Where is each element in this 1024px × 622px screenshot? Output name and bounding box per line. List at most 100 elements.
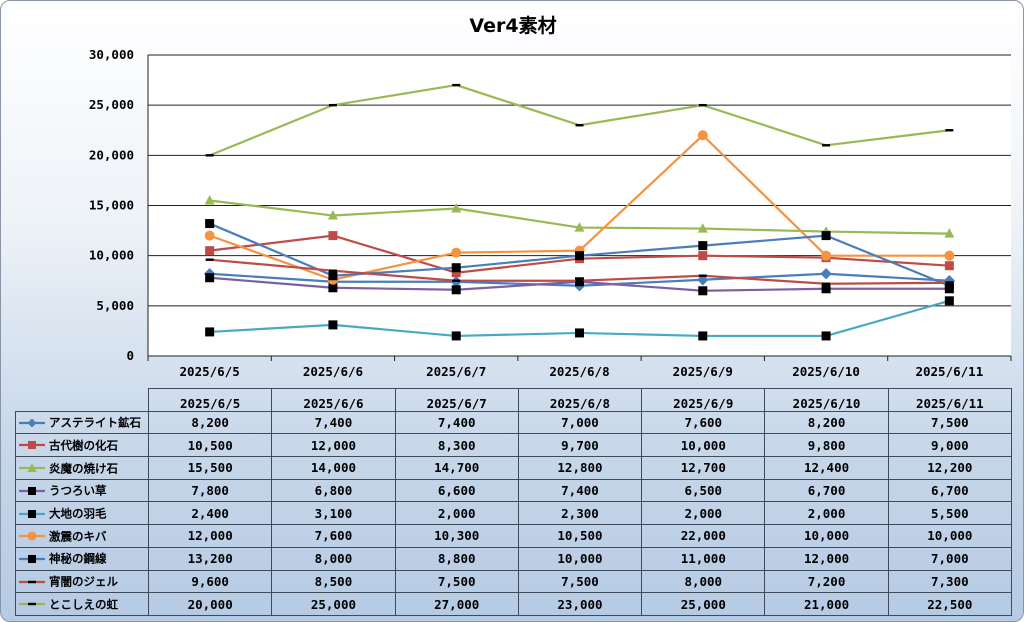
data-point xyxy=(944,281,954,291)
table-cell: 2,000 xyxy=(394,501,519,526)
table-cell: 8,200 xyxy=(764,410,889,435)
x-tick-label: 2025/6/6 xyxy=(303,364,363,379)
table-row: 宵闇のジェル 9,600 8,500 7,500 7,500 8,000 7,200 7,30… xyxy=(15,569,1012,594)
table-cell: 9,700 xyxy=(517,433,643,458)
data-point xyxy=(204,194,215,205)
data-point xyxy=(575,328,584,338)
data-point xyxy=(205,219,215,229)
series-name: 神秘の鋼線 xyxy=(49,551,107,566)
table-cell: 10,000 xyxy=(887,524,1012,548)
table-cell: 23,000 xyxy=(517,592,643,616)
table-date-header: 2025/6/9 xyxy=(641,388,766,412)
table-cell: 15,500 xyxy=(147,456,273,480)
x-tick-label: 2025/6/11 xyxy=(915,364,983,379)
series-name: とこしえの虹 xyxy=(49,597,118,612)
data-point xyxy=(820,268,832,280)
y-tick-label: 20,000 xyxy=(89,147,134,162)
series-name: 炎魔の焼け石 xyxy=(49,461,118,476)
table-cell: 22,500 xyxy=(887,592,1012,616)
data-point xyxy=(698,286,708,296)
x-tick-label: 2025/6/5 xyxy=(180,364,240,379)
table-cell: 10,300 xyxy=(394,524,519,548)
data-point xyxy=(575,124,584,127)
table-cell: 8,800 xyxy=(394,546,519,571)
data-point xyxy=(451,263,461,273)
table-cell: 12,400 xyxy=(764,456,889,480)
data-point xyxy=(452,279,461,282)
table-date-header: 2025/6/5 xyxy=(147,388,273,412)
table-cell: 10,000 xyxy=(764,524,889,548)
data-point xyxy=(451,331,461,341)
data-table: 2025/6/5 2025/6/6 2025/6/7 2025/6/8 2025/6/9… xyxy=(15,388,1012,616)
data-point xyxy=(328,320,338,330)
data-point xyxy=(822,144,831,147)
data-point xyxy=(944,261,954,271)
x-tick-label: 2025/6/8 xyxy=(549,364,609,379)
data-point xyxy=(944,296,954,306)
table-cell: 6,700 xyxy=(887,478,1012,503)
table-row: 炎魔の焼け石 15,500 14,000 14,700 12,800 12,700 12,4… xyxy=(15,456,1012,480)
table-row: 古代樹の化石 10,500 12,000 8,300 9,700 10,000 9,800 9… xyxy=(15,433,1012,458)
table-cell: 10,000 xyxy=(641,433,766,458)
data-point xyxy=(697,274,709,286)
table-row: 激震のキバ 12,000 7,600 10,300 10,500 22,000 10,000… xyxy=(15,524,1012,548)
y-tick-label: 10,000 xyxy=(89,248,134,263)
table-cell: 2,000 xyxy=(764,501,889,526)
table-date-header: 2025/6/11 xyxy=(887,388,1012,412)
table-cell: 20,000 xyxy=(147,592,273,616)
data-point xyxy=(451,247,462,258)
table-date-header: 2025/6/8 xyxy=(517,388,643,412)
data-point xyxy=(945,281,954,284)
series-name-cell: うつろい草 xyxy=(15,478,149,503)
table-cell: 8,000 xyxy=(271,546,396,571)
table-cell: 3,100 xyxy=(271,501,396,526)
table-cell: 5,500 xyxy=(887,501,1012,526)
table-cell: 7,600 xyxy=(271,524,396,548)
data-point xyxy=(328,231,338,241)
data-point xyxy=(698,251,708,261)
table-row: とこしえの虹 20,000 25,000 27,000 23,000 25,000 21,0… xyxy=(15,592,1012,616)
table-cell: 7,600 xyxy=(641,410,766,435)
table-cell: 9,600 xyxy=(147,569,273,594)
data-point xyxy=(697,223,708,233)
y-tick-label: 25,000 xyxy=(89,97,134,112)
table-header-row: 2025/6/5 2025/6/6 2025/6/7 2025/6/8 2025/6/9… xyxy=(16,388,1012,412)
table-cell: 7,400 xyxy=(517,478,643,503)
table-cell: 6,700 xyxy=(764,478,889,503)
series-name-cell: 宵闇のジェル xyxy=(15,569,149,594)
legend-key-icon xyxy=(19,441,45,450)
table-cell: 25,000 xyxy=(641,592,766,616)
y-tick-label: 15,000 xyxy=(89,198,134,213)
legend-key-icon xyxy=(19,580,45,583)
series-name-cell: とこしえの虹 xyxy=(15,592,149,616)
series-name: 宵闇のジェル xyxy=(49,574,118,589)
table-cell: 27,000 xyxy=(394,592,519,616)
data-point xyxy=(575,279,584,282)
legend-key-icon xyxy=(19,531,45,541)
series-name: アステライト鉱石 xyxy=(49,415,141,430)
table-date-header: 2025/6/6 xyxy=(271,388,396,412)
table-cell: 2,000 xyxy=(641,501,766,526)
data-point xyxy=(574,222,585,232)
table-cell: 8,300 xyxy=(394,433,519,458)
data-point xyxy=(451,203,462,213)
table-cell: 22,000 xyxy=(641,524,766,548)
table-cell: 8,500 xyxy=(271,569,396,594)
data-point xyxy=(205,327,215,337)
table-cell: 14,000 xyxy=(271,456,396,480)
table-date-header: 2025/6/10 xyxy=(764,388,889,412)
x-tick-label: 2025/6/9 xyxy=(673,364,733,379)
table-cell: 2,300 xyxy=(517,501,643,526)
table-cell: 10,500 xyxy=(147,433,273,458)
data-point xyxy=(697,130,708,141)
table-cell: 12,700 xyxy=(641,456,766,480)
data-point xyxy=(327,210,338,220)
series-name: 大地の羽毛 xyxy=(49,506,107,521)
table-cell: 11,000 xyxy=(641,546,766,571)
table-cell: 25,000 xyxy=(271,592,396,616)
data-point xyxy=(205,154,214,157)
chart-title: Ver4素材 xyxy=(469,15,557,37)
table-date-header: 2025/6/7 xyxy=(394,388,519,412)
data-point xyxy=(204,230,215,241)
